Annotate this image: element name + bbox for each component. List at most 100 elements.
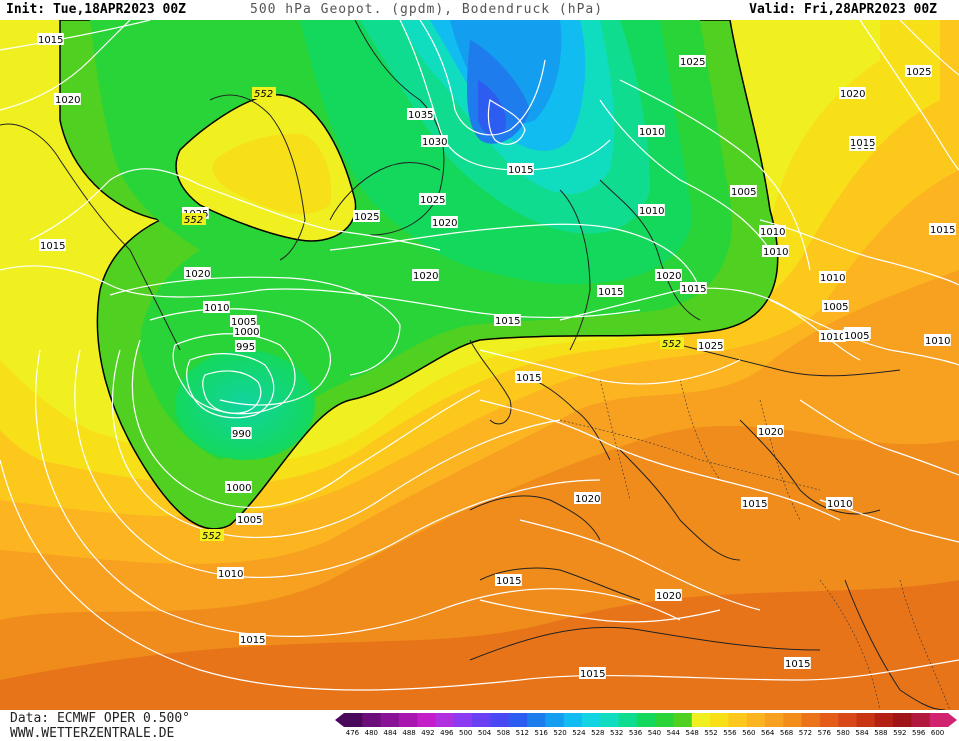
pressure-label-bg <box>230 315 257 327</box>
colorbar-swatch <box>581 713 601 727</box>
weather-map: 1015102010251035103010151015102510201010… <box>0 20 959 710</box>
pressure-label-bg <box>730 185 757 197</box>
colorbar-tick-label: 576 <box>817 729 831 737</box>
pressure-label-bg <box>929 223 956 235</box>
colorbar-swatch <box>398 713 418 727</box>
colorbar-swatch <box>508 713 528 727</box>
colorbar-tick-label: 536 <box>628 729 643 737</box>
pressure-label: 1015 <box>516 373 541 384</box>
pressure-label: 1015 <box>38 35 63 46</box>
pressure-label: 1015 <box>742 499 767 510</box>
contour-552-label: 552 <box>662 339 681 350</box>
pressure-label-bg <box>819 271 846 283</box>
colorbar-swatch <box>893 713 912 727</box>
pressure-label-bg <box>507 163 534 175</box>
pressure-label-bg <box>843 329 870 341</box>
colorbar-tick-label: 496 <box>440 729 454 737</box>
pressure-label: 1010 <box>760 227 785 238</box>
colorbar-swatch <box>673 713 693 727</box>
colorbar-swatch <box>801 713 821 727</box>
website: WWW.WETTERZENTRALE.DE <box>10 726 175 741</box>
pressure-labels: 1015102010251035103010151015102510201010… <box>37 33 956 680</box>
pressure-label-bg <box>638 125 665 137</box>
colorbar-arrow-right <box>948 713 957 727</box>
header-bar: Init: Tue,18APR2023 00Z 500 hPa Geopot. … <box>0 0 959 20</box>
pressure-label-bg <box>924 334 951 346</box>
pressure-label-bg <box>849 136 876 148</box>
pressure-label-bg <box>697 339 724 351</box>
colorbar-tick-label: 568 <box>779 729 794 737</box>
pressure-label-bg <box>407 108 434 120</box>
pressure-label-bg <box>494 314 521 326</box>
colorbar-tick-label: 504 <box>477 729 492 737</box>
pressure-label-bg <box>421 135 448 147</box>
pressure-label: 1020 <box>758 427 783 438</box>
colorbar-swatch <box>472 713 491 727</box>
footer-bar: Data: ECMWF OPER 0.500° WWW.WETTERZENTRA… <box>0 710 959 741</box>
map-title: 500 hPa Geopot. (gpdm), Bodendruck (hPa) <box>250 2 604 17</box>
colorbar-swatch <box>563 713 583 727</box>
colorbar-tick-label: 512 <box>515 729 529 737</box>
pressure-label: 1010 <box>218 569 243 580</box>
colorbar-swatch <box>783 713 803 727</box>
colorbar-swatch <box>362 713 382 727</box>
colorbar-tick-label: 580 <box>836 729 850 737</box>
pressure-label-bg <box>762 245 789 257</box>
pressure-label-bg <box>431 216 458 228</box>
pressure-label-bg <box>597 285 624 297</box>
pressure-label: 1015 <box>508 165 533 176</box>
pressure-label-bg <box>37 33 64 45</box>
pressure-label: 1025 <box>698 341 723 352</box>
pressure-label: 1020 <box>432 218 457 229</box>
pressure-label: 1035 <box>408 110 433 121</box>
pressure-label: 1020 <box>413 271 438 282</box>
pressure-label: 1015 <box>598 287 623 298</box>
pressure-label-bg <box>638 204 665 216</box>
colorbar-swatch <box>453 713 473 727</box>
pressure-label-bg <box>822 300 849 312</box>
colorbar-tick-label: 556 <box>723 729 737 737</box>
pressure-label: 1010 <box>820 273 845 284</box>
colorbar-tick-label: 476 <box>345 729 360 737</box>
pressure-label-bg <box>839 87 866 99</box>
colorbar-swatch <box>856 713 876 727</box>
pressure-label-bg <box>784 657 811 669</box>
colorbar-tick-label: 600 <box>930 729 945 737</box>
colorbar-tick-label: 564 <box>761 729 775 737</box>
pressure-label: 1015 <box>681 284 706 295</box>
pressure-label-bg <box>655 589 682 601</box>
pressure-label: 1020 <box>55 95 80 106</box>
colorbar <box>335 713 957 727</box>
pressure-label-bg <box>819 330 846 342</box>
colorbar-swatch <box>819 713 839 727</box>
colorbar-swatch <box>764 713 784 727</box>
pressure-label: 1030 <box>422 137 447 148</box>
colorbar-swatch <box>655 713 674 727</box>
colorbar-tick-label: 592 <box>893 729 907 737</box>
pressure-label: 1010 <box>827 499 852 510</box>
colorbar-swatch <box>545 713 565 727</box>
pressure-label: 1000 <box>226 483 251 494</box>
pressure-label-bg <box>217 567 244 579</box>
colorbar-swatch <box>911 713 931 727</box>
colorbar-swatch <box>691 713 711 727</box>
pressure-label-bg <box>741 497 768 509</box>
colorbar-tick-label: 560 <box>742 729 756 737</box>
pressure-label: 1000 <box>234 327 259 338</box>
colorbar-tick-label: 524 <box>572 729 586 737</box>
colorbar-swatch <box>527 713 546 727</box>
pressure-label: 1010 <box>820 332 845 343</box>
pressure-label: 1020 <box>656 591 681 602</box>
pressure-label: 1015 <box>496 576 521 587</box>
pressure-label: 1010 <box>204 303 229 314</box>
colorbar-swatch <box>710 713 729 727</box>
pressure-label-bg <box>419 193 446 205</box>
colorbar-tick-label: 572 <box>798 729 813 737</box>
data-source: Data: ECMWF OPER 0.500° <box>10 711 191 726</box>
pressure-label: 1020 <box>575 494 600 505</box>
pressure-label: 1005 <box>237 515 262 526</box>
pressure-label-bg <box>54 93 81 105</box>
colorbar-tick-label: 528 <box>591 729 605 737</box>
colorbar-tick-label: 516 <box>534 729 548 737</box>
pressure-label: 1015 <box>850 138 875 149</box>
